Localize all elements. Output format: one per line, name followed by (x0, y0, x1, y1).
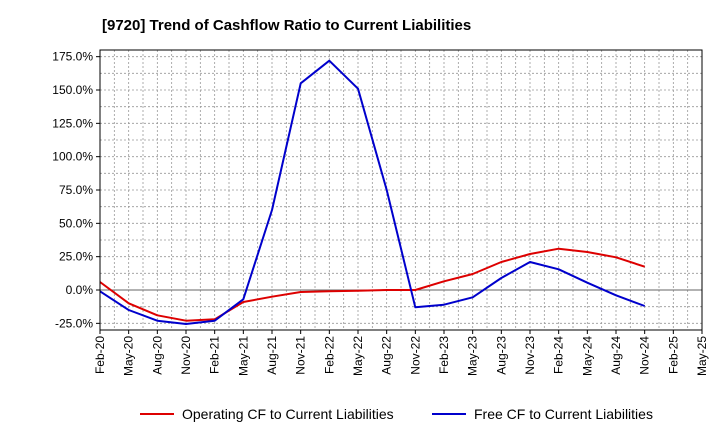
x-tick-label: Aug-22 (380, 336, 394, 375)
x-tick-label: May-23 (466, 336, 480, 376)
x-tick-label: Aug-24 (609, 336, 623, 375)
x-tick-label: Feb-24 (552, 336, 566, 374)
x-tick-label: May-21 (236, 336, 250, 376)
x-tick-label: Nov-23 (523, 336, 537, 375)
y-tick-label: 0.0% (66, 283, 94, 297)
series-lines (99, 59, 646, 325)
y-tick-label: 150.0% (52, 83, 93, 97)
chart-title: [9720] Trend of Cashflow Ratio to Curren… (102, 17, 471, 34)
x-tick-label: May-20 (122, 336, 136, 376)
series-line-free-cf (99, 59, 646, 325)
legend-label: Free CF to Current Liabilities (474, 406, 653, 422)
x-tick-label: Aug-20 (150, 336, 164, 375)
y-tick-label: 175.0% (52, 50, 93, 64)
legend: Operating CF to Current Liabilities Free … (140, 406, 653, 422)
x-tick-label: Feb-21 (208, 336, 222, 374)
x-tick-label: Nov-22 (408, 336, 422, 375)
x-tick-label: May-24 (580, 336, 594, 376)
y-tick-label: 100.0% (52, 150, 93, 164)
x-tick-label: Feb-25 (666, 336, 680, 374)
grid (99, 50, 703, 330)
x-tick-label: May-25 (695, 336, 709, 376)
x-tick-label: May-22 (351, 336, 365, 376)
y-tick-label: -25.0% (55, 316, 93, 330)
legend-label: Operating CF to Current Liabilities (182, 406, 394, 422)
y-tick-label: 125.0% (52, 116, 93, 130)
series-line-operating-cf (99, 247, 646, 322)
x-tick-label: Feb-22 (322, 336, 336, 374)
y-tick-label: 50.0% (59, 216, 93, 230)
x-tick-label: Feb-23 (437, 336, 451, 374)
x-tick-label: Aug-21 (265, 336, 279, 375)
x-tick-label: Nov-24 (638, 336, 652, 375)
x-tick-label: Nov-21 (294, 336, 308, 375)
x-tick-label: Nov-20 (179, 336, 193, 375)
plot-area-frame (99, 49, 703, 331)
x-axis-tick-labels: Feb-20 May-20 Aug-20 Nov-20 Feb-21 May-21 Aug-… (93, 330, 709, 376)
y-axis-tick-labels: 175.0% 150.0% 125.0% 100.0% 75.0% 50.0% 25.0% 0… (52, 50, 100, 330)
y-tick-label: 25.0% (59, 250, 93, 264)
x-tick-label: Feb-20 (93, 336, 107, 374)
y-tick-label: 75.0% (59, 183, 93, 197)
x-tick-label: Aug-23 (494, 336, 508, 375)
